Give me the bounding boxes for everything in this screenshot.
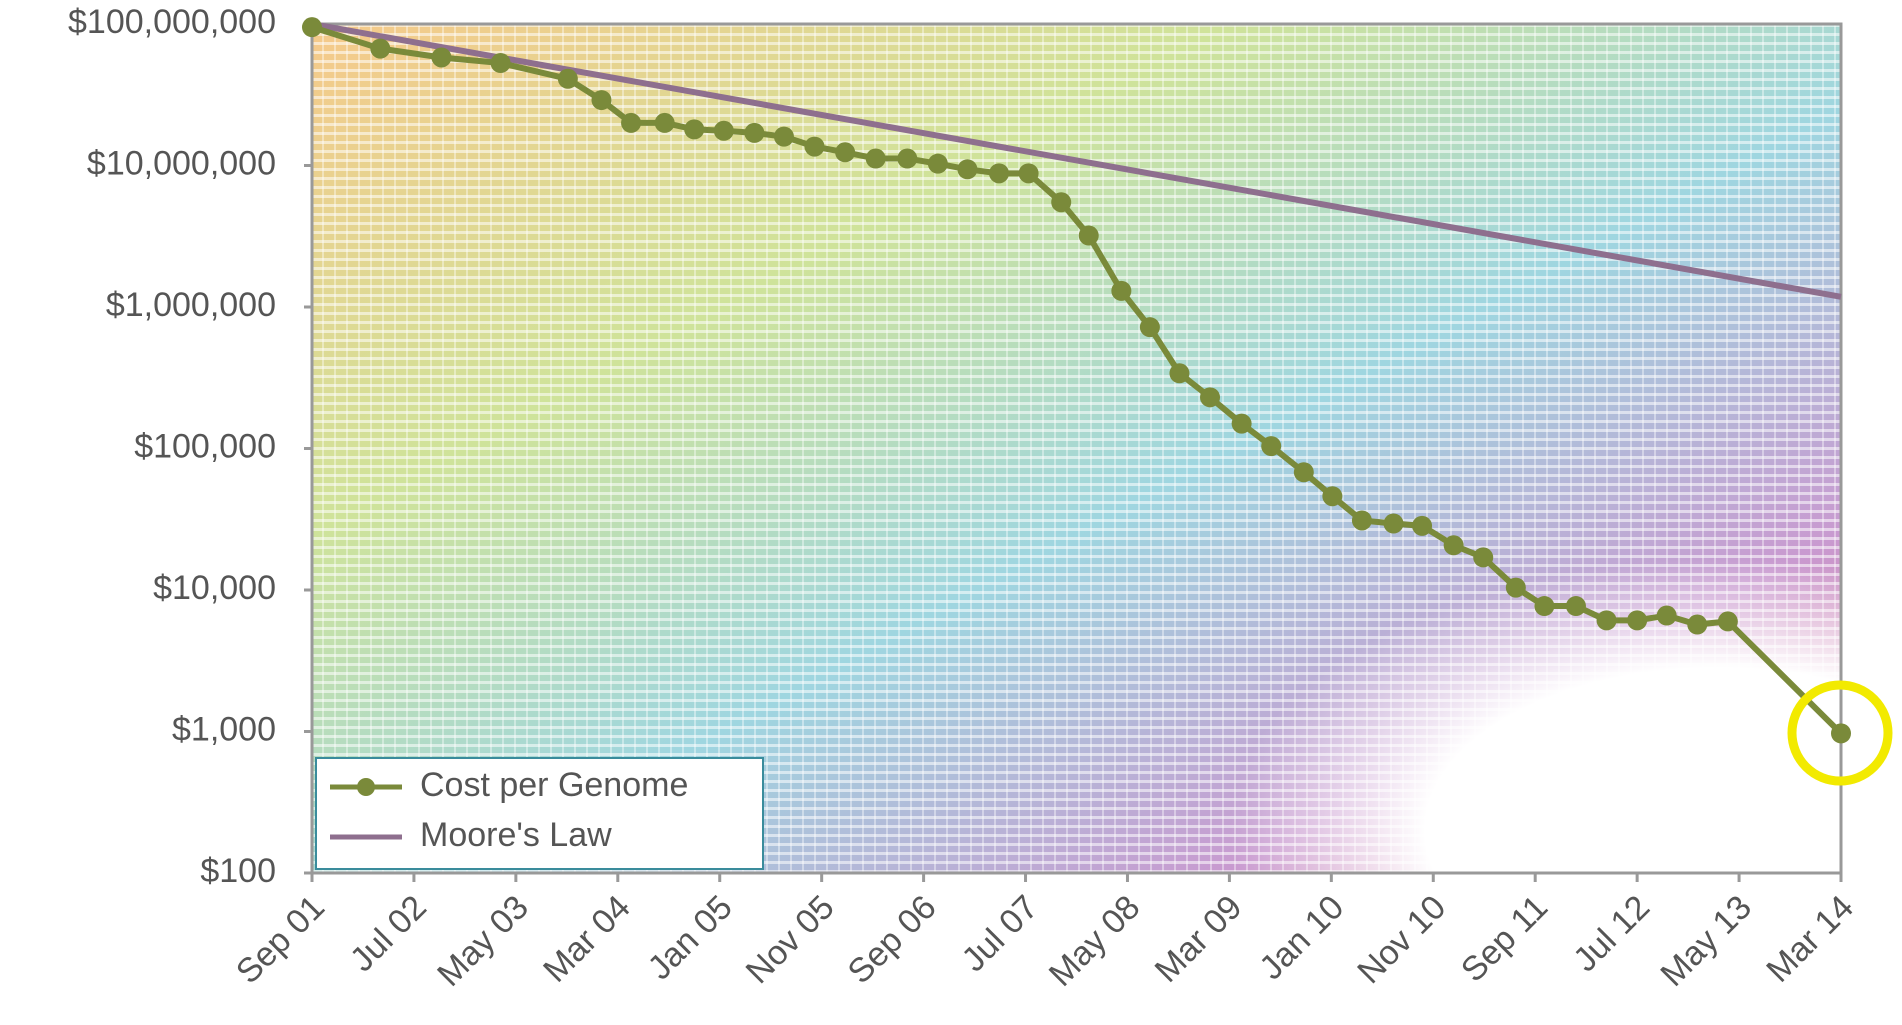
data-point (1412, 516, 1432, 536)
data-point (1534, 596, 1554, 616)
data-point (866, 149, 886, 169)
data-point (1384, 514, 1404, 534)
data-point (558, 69, 578, 89)
y-tick-label: $100,000,000 (68, 3, 276, 41)
x-tick-label: May 03 (430, 888, 536, 994)
data-point (1079, 226, 1099, 246)
data-point (1232, 414, 1252, 434)
data-point (989, 163, 1009, 183)
data-point (744, 123, 764, 143)
data-point (1169, 363, 1189, 383)
data-point (1261, 436, 1281, 456)
x-tick-label: Sep 06 (841, 888, 944, 991)
data-point (1444, 535, 1464, 555)
data-point (491, 53, 511, 73)
data-point (1627, 610, 1647, 630)
x-tick-label: Jan 05 (641, 888, 740, 987)
data-point (1051, 192, 1071, 212)
x-tick-label: Nov 10 (1350, 888, 1453, 991)
data-point (1566, 596, 1586, 616)
x-tick-label: Jul 12 (1566, 888, 1657, 979)
y-tick-label: $10,000 (153, 569, 276, 607)
x-tick-label: Jul 02 (343, 888, 434, 979)
data-point (835, 142, 855, 162)
data-point (684, 119, 704, 139)
x-tick-label: Nov 05 (739, 888, 842, 991)
data-point (957, 159, 977, 179)
data-point (1352, 510, 1372, 530)
data-point (655, 113, 675, 133)
data-point (714, 121, 734, 141)
chart: $100 $1,000 $10,000 $100,000 $1,000,000 $10,0… (0, 0, 1902, 1020)
data-point (591, 90, 611, 110)
x-tick-label: Sep 01 (229, 888, 332, 991)
y-tick-label: $1,000,000 (106, 286, 276, 324)
x-tick-label: Mar 14 (1759, 888, 1861, 990)
data-point (302, 17, 322, 37)
x-tick-label: Mar 04 (536, 888, 638, 990)
data-point (1322, 486, 1342, 506)
data-point (431, 47, 451, 67)
page: $100 $1,000 $10,000 $100,000 $1,000,000 $10,0… (0, 0, 1902, 1020)
data-point (1019, 163, 1039, 183)
x-tick-label: May 13 (1653, 888, 1759, 994)
data-point (1597, 610, 1617, 630)
data-point (1140, 317, 1160, 337)
data-point (1200, 387, 1220, 407)
data-point (1687, 615, 1707, 635)
x-tick-label: May 08 (1042, 888, 1148, 994)
x-tick-label: Sep 11 (1454, 888, 1555, 989)
data-point (370, 39, 390, 59)
y-tick-label: $10,000,000 (87, 144, 276, 182)
legend-marker (357, 778, 375, 796)
y-tick-label: $1,000 (172, 710, 276, 748)
legend-label: Moore's Law (420, 816, 612, 854)
plot-fade (312, 24, 1841, 873)
data-point (1831, 723, 1851, 743)
data-point (897, 149, 917, 169)
x-tick-label: Mar 09 (1148, 888, 1250, 990)
data-point (1294, 462, 1314, 482)
data-point (1718, 611, 1738, 631)
data-point (774, 127, 794, 147)
y-tick-label: $100 (200, 852, 276, 890)
x-tick-label: Jul 07 (955, 888, 1046, 979)
data-point (1111, 281, 1131, 301)
x-tick-label: Jan 10 (1252, 888, 1351, 987)
data-point (928, 154, 948, 174)
y-tick-label: $100,000 (134, 427, 276, 465)
data-point (621, 113, 641, 133)
data-point (1657, 606, 1677, 626)
data-point (1473, 547, 1493, 567)
legend-label: Cost per Genome (420, 766, 688, 804)
data-point (1506, 578, 1526, 598)
data-point (805, 137, 825, 157)
